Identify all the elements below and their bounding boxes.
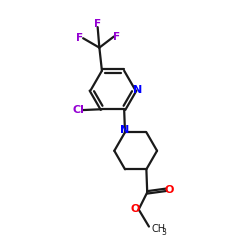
Text: O: O bbox=[165, 185, 174, 195]
Text: F: F bbox=[76, 33, 84, 43]
Text: 3: 3 bbox=[161, 228, 166, 236]
Text: N: N bbox=[120, 125, 130, 135]
Text: F: F bbox=[114, 32, 120, 42]
Text: CH: CH bbox=[152, 224, 166, 234]
Text: Cl: Cl bbox=[72, 105, 84, 115]
Text: F: F bbox=[94, 19, 101, 29]
Text: N: N bbox=[133, 85, 142, 95]
Text: O: O bbox=[130, 204, 140, 214]
